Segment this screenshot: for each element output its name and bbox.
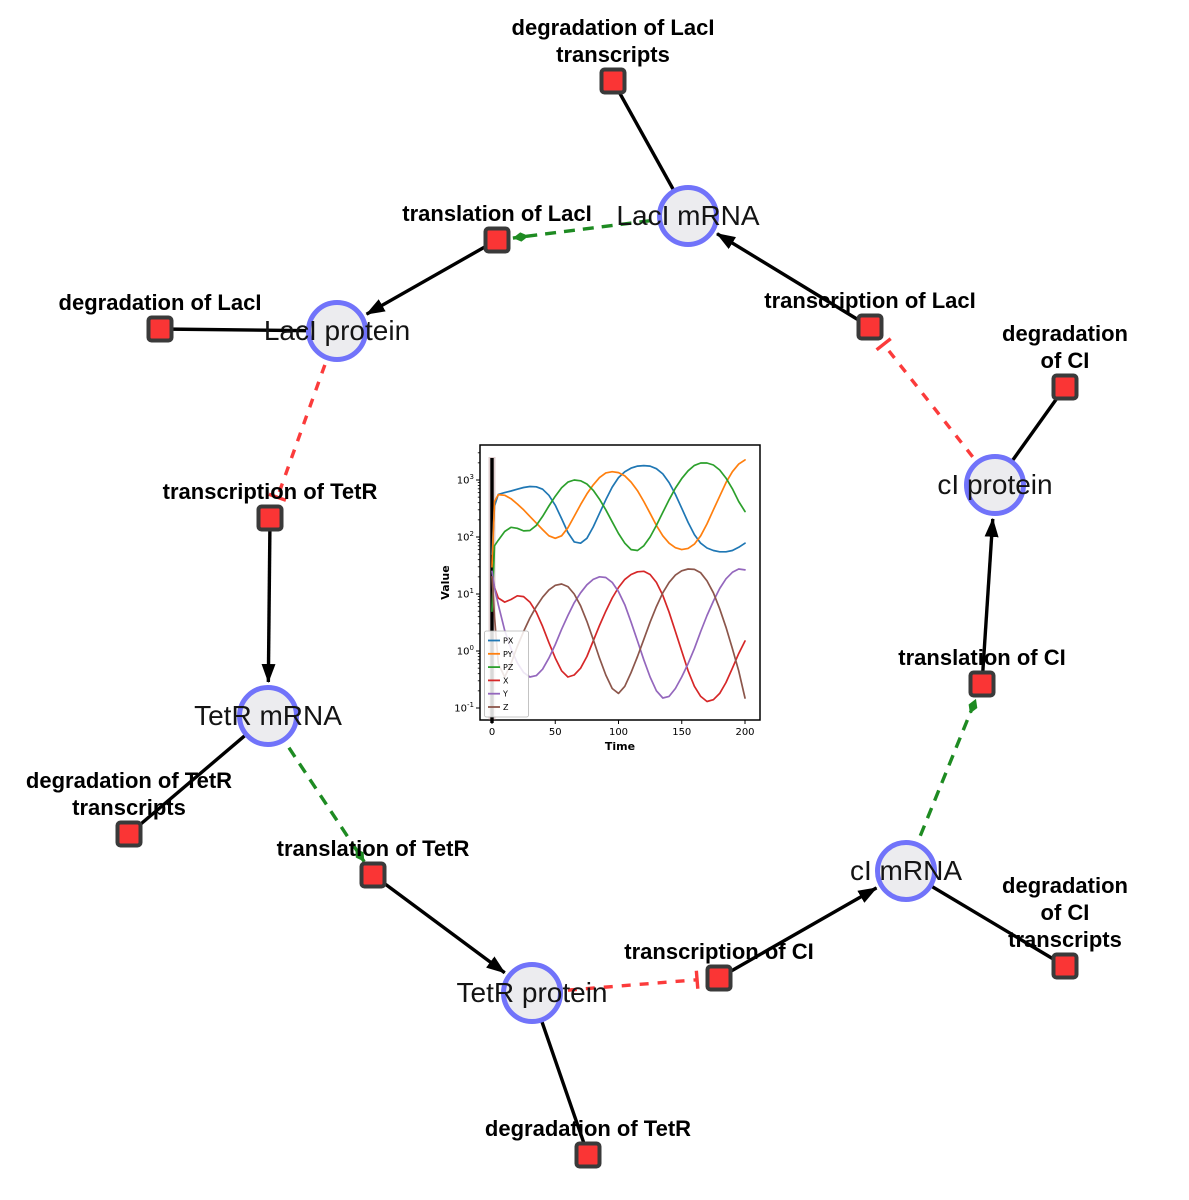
chart-y-tick-label: 100: [457, 644, 474, 658]
inset-timecourse-chart: 0 50 100 150 20010-1100101102103TimeValuePXP…: [440, 444, 761, 753]
reaction-label-transl_laci: translation of LacI: [402, 201, 592, 226]
chart-y-tick-label: 101: [457, 587, 474, 601]
species-node-laci_protein: [306, 300, 368, 362]
reaction-label-deg_tetr: degradation of TetR: [484, 1116, 692, 1141]
reaction-label-transl_tetr: translation of TetR: [276, 836, 470, 861]
reaction-node-transl_laci: [483, 226, 511, 254]
reaction-node-transcr_tetr: [256, 504, 284, 532]
edge-product-transcr_ci-ci_mrna: [718, 886, 878, 980]
edge-inhibition-laci_protein-transcr_tetr: [268, 330, 339, 502]
species-label-laci_mrna: LacI mRNA: [616, 200, 760, 231]
chart-series-PY: [491, 459, 746, 568]
chart-legend-label-Y: Y: [502, 690, 508, 699]
species-label-ci_mrna: cI mRNA: [850, 855, 962, 886]
chart-legend-label-Z: Z: [503, 703, 509, 712]
edge-product-transcr_tetr-tetr_mrna: [261, 517, 276, 684]
chart-series-PX: [491, 464, 746, 556]
chart-x-tick-label: 50: [549, 727, 562, 738]
chart-x-tick-label: 0: [489, 727, 495, 738]
chart-series-PZ: [491, 462, 746, 613]
edge-product-transl_laci-laci_protein: [365, 238, 498, 316]
chart-legend-label-PX: PX: [503, 637, 514, 646]
reaction-node-deg_laci_transcripts: [599, 67, 627, 95]
chart-legend-label-PY: PY: [503, 650, 513, 659]
species-node-ci_protein: [964, 454, 1026, 516]
reaction-node-deg_laci: [146, 315, 174, 343]
chart-y-tick-label: 10-1: [454, 701, 474, 715]
chart-legend-label-X: X: [503, 676, 509, 685]
reaction-node-transl_ci: [968, 670, 996, 698]
species-node-tetr_protein: [501, 962, 563, 1024]
reaction-label-transcr_tetr: transcription of TetR: [162, 479, 378, 504]
chart-x-axis-label: Time: [605, 740, 635, 753]
chart-x-tick-label: 150: [672, 727, 691, 738]
species-node-tetr_mrna: [237, 685, 299, 747]
species-node-laci_mrna: [657, 185, 719, 247]
reaction-node-deg_tetr_transcripts: [115, 820, 143, 848]
reaction-label-deg_tetr_transcripts: degradation of TetR transcripts: [25, 768, 233, 820]
edge-inhibition-ci_protein-transcr_laci: [875, 337, 997, 487]
species-label-laci_protein: LacI protein: [263, 315, 411, 346]
species-label-tetr_protein: TetR protein: [456, 977, 608, 1008]
reaction-label-transcr_laci: transcription of LacI: [764, 288, 976, 313]
chart-series-X: [491, 570, 746, 703]
reaction-node-transl_tetr: [359, 861, 387, 889]
reaction-label-deg_ci: degradation of CI: [1002, 321, 1128, 373]
species-node-ci_mrna: [875, 840, 937, 902]
chart-x-tick-label: 200: [735, 727, 754, 738]
edge-product-transl_ci-ci_protein: [980, 517, 999, 685]
species-label-tetr_mrna: TetR mRNA: [194, 700, 342, 731]
edge-product-transcr_laci-laci_mrna: [716, 232, 871, 329]
chart-x-tick-label: 100: [609, 727, 628, 738]
species-label-ci_protein: cI protein: [937, 469, 1053, 500]
reaction-label-transl_ci: translation of CI: [898, 645, 1066, 670]
reaction-node-deg_ci_transcripts: [1051, 952, 1079, 980]
reaction-label-deg_ci_transcripts: degradation of CI transcripts: [1002, 873, 1128, 952]
reaction-label-deg_laci_transcripts: degradation of LacI transcripts: [511, 15, 715, 67]
reaction-label-deg_laci: degradation of LacI: [58, 290, 262, 315]
edge-product-transl_tetr-tetr_protein: [371, 873, 506, 975]
chart-legend: PX PY PZ XYZ: [484, 630, 529, 718]
reaction-label-transcr_ci: transcription of CI: [624, 939, 814, 964]
reaction-node-transcr_ci: [705, 964, 733, 992]
edge-modifier-ci_mrna-transl_ci: [904, 698, 978, 872]
reaction-node-deg_ci: [1051, 373, 1079, 401]
chart-series-Z: [491, 568, 746, 699]
reaction-node-deg_tetr: [574, 1141, 602, 1169]
chart-legend-box: [484, 630, 529, 718]
chart-y-axis-label: Value: [440, 565, 452, 599]
chart-legend-label-PZ: PZ: [503, 663, 514, 672]
chart-y-tick-label: 102: [457, 530, 474, 544]
reaction-node-transcr_laci: [856, 313, 884, 341]
chart-y-tick-label: 103: [457, 473, 474, 487]
